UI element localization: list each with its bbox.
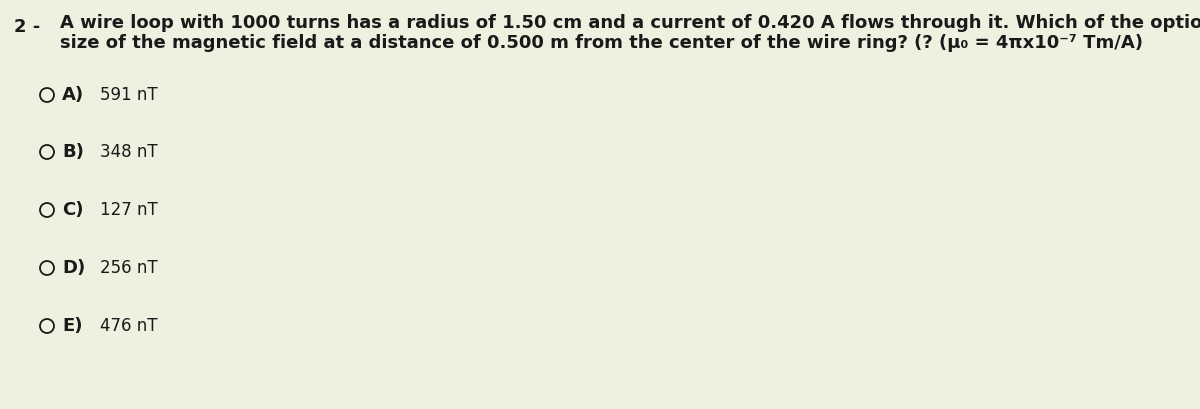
Text: 127 nT: 127 nT [100,201,157,219]
Text: 256 nT: 256 nT [100,259,157,277]
Text: 591 nT: 591 nT [100,86,157,104]
Text: C): C) [62,201,84,219]
Text: A wire loop with 1000 turns has a radius of 1.50 cm and a current of 0.420 A flo: A wire loop with 1000 turns has a radius… [60,14,1200,32]
Text: A): A) [62,86,84,104]
Text: 476 nT: 476 nT [100,317,157,335]
Text: D): D) [62,259,85,277]
Text: size of the magnetic field at a distance of 0.500 m from the center of the wire : size of the magnetic field at a distance… [60,34,1142,52]
Text: 348 nT: 348 nT [100,143,157,161]
Text: B): B) [62,143,84,161]
Text: 2 -: 2 - [14,18,41,36]
Text: E): E) [62,317,83,335]
